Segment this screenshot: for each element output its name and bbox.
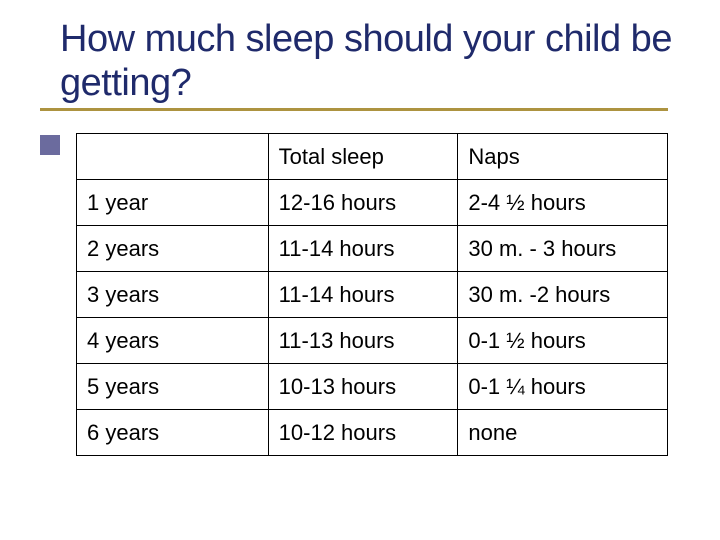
cell-naps: none <box>458 410 668 456</box>
table-row: 2 years 11-14 hours 30 m. - 3 hours <box>77 226 668 272</box>
cell-age: 4 years <box>77 318 269 364</box>
cell-total: 11-14 hours <box>268 226 458 272</box>
slide-title: How much sleep should your child be gett… <box>60 18 680 105</box>
cell-age: 5 years <box>77 364 269 410</box>
sleep-table: Total sleep Naps 1 year 12-16 hours 2-4 … <box>76 133 668 456</box>
cell-age: 2 years <box>77 226 269 272</box>
sleep-table-container: Total sleep Naps 1 year 12-16 hours 2-4 … <box>76 133 680 456</box>
title-container: How much sleep should your child be gett… <box>60 18 680 105</box>
cell-total: 11-14 hours <box>268 272 458 318</box>
table-header-total: Total sleep <box>268 134 458 180</box>
cell-naps: 0-1 ½ hours <box>458 318 668 364</box>
table-row: 1 year 12-16 hours 2-4 ½ hours <box>77 180 668 226</box>
table-header-empty <box>77 134 269 180</box>
cell-total: 10-12 hours <box>268 410 458 456</box>
table-row: 3 years 11-14 hours 30 m. -2 hours <box>77 272 668 318</box>
cell-total: 11-13 hours <box>268 318 458 364</box>
table-row: 6 years 10-12 hours none <box>77 410 668 456</box>
cell-total: 12-16 hours <box>268 180 458 226</box>
cell-age: 1 year <box>77 180 269 226</box>
cell-age: 6 years <box>77 410 269 456</box>
cell-naps: 0-1 ¼ hours <box>458 364 668 410</box>
title-underline <box>40 108 668 111</box>
accent-square-icon <box>40 135 60 155</box>
table-row: 5 years 10-13 hours 0-1 ¼ hours <box>77 364 668 410</box>
slide: How much sleep should your child be gett… <box>0 0 720 540</box>
cell-naps: 30 m. -2 hours <box>458 272 668 318</box>
cell-age: 3 years <box>77 272 269 318</box>
table-header-row: Total sleep Naps <box>77 134 668 180</box>
cell-naps: 30 m. - 3 hours <box>458 226 668 272</box>
cell-naps: 2-4 ½ hours <box>458 180 668 226</box>
table-header-naps: Naps <box>458 134 668 180</box>
table-row: 4 years 11-13 hours 0-1 ½ hours <box>77 318 668 364</box>
cell-total: 10-13 hours <box>268 364 458 410</box>
